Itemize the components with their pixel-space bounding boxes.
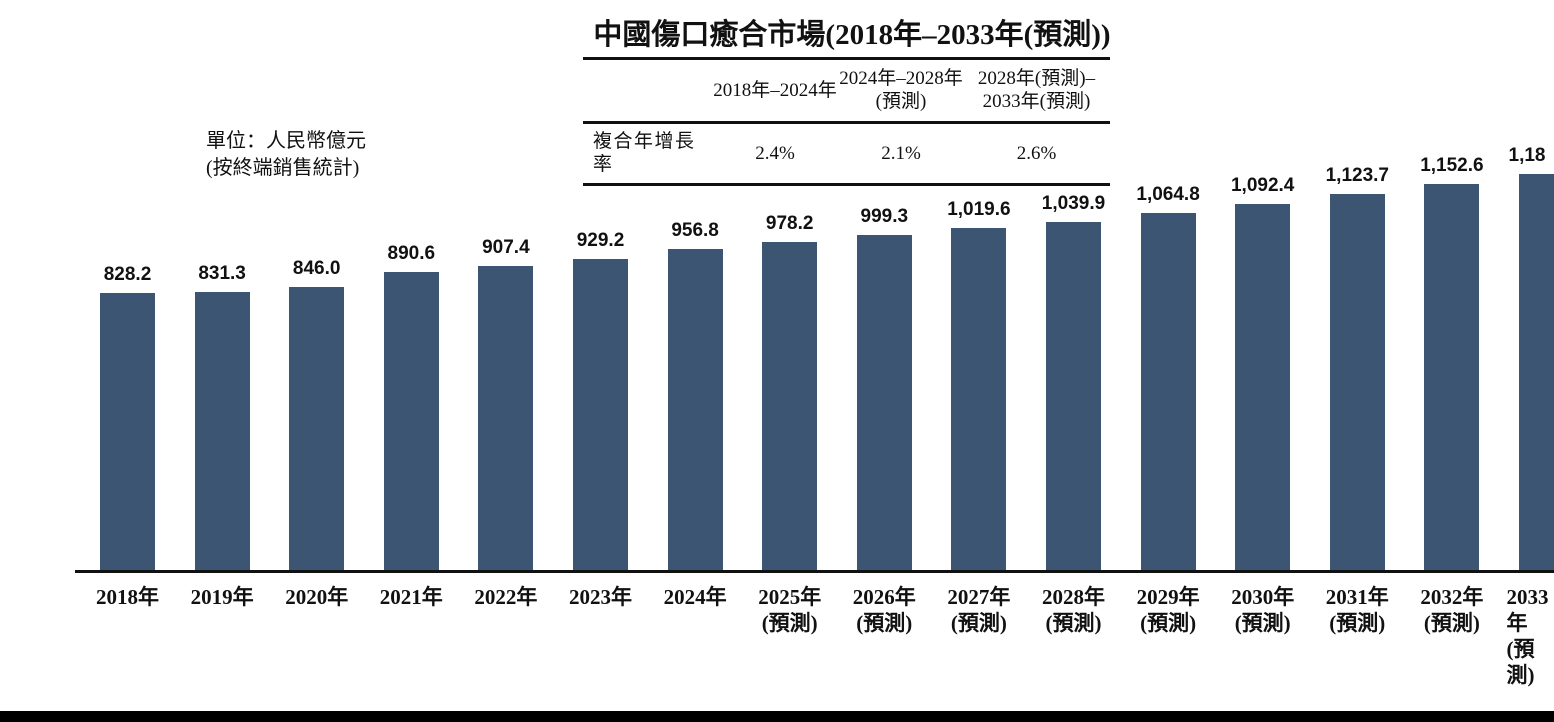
bar-value-label: 1,092.4 — [1230, 175, 1295, 196]
x-axis-label: 2023年 — [569, 585, 632, 609]
x-axis-label: 2028年 (預測) — [1042, 585, 1105, 635]
x-axis-label: 2029年 (預測) — [1136, 585, 1200, 635]
bar-value-label: 828.2 — [103, 264, 152, 285]
cagr-table: 2018年–2024年 2024年–2028年 (預測) 2028年(預測)– … — [583, 57, 1110, 186]
x-axis-label: 2033年 (預測) — [1506, 585, 1549, 687]
cagr-value-period-1: 2.4% — [755, 142, 795, 164]
x-axis-label: 2018年 — [96, 585, 159, 609]
bar-value-label: 1,019.6 — [947, 199, 1011, 220]
x-axis-line — [75, 570, 1554, 573]
cagr-table-data-row: 複合年增長率 2.4% 2.1% 2.6% — [583, 124, 1110, 183]
x-axis-label: 2020年 — [285, 585, 349, 609]
cagr-table-header-row: 2018年–2024年 2024年–2028年 (預測) 2028年(預測)– … — [583, 60, 1110, 124]
x-axis-label: 2031年 (預測) — [1325, 585, 1389, 635]
bar — [289, 287, 345, 570]
bar — [951, 228, 1007, 570]
bar — [762, 242, 818, 570]
x-axis-label: 2022年 — [474, 585, 538, 609]
bar — [856, 235, 912, 570]
unit-note: 單位：人民幣億元 (按終端銷售統計) — [206, 130, 366, 179]
bar-value-label: 846.0 — [292, 258, 341, 279]
page-bottom-band — [0, 711, 1554, 722]
bar — [100, 293, 155, 570]
cagr-value-period-2: 2.1% — [881, 142, 921, 164]
bar — [1235, 204, 1291, 570]
bar-value-label: 978.2 — [765, 213, 814, 234]
x-axis-label: 2032年 (預測) — [1420, 585, 1484, 635]
bar — [1424, 184, 1480, 570]
cagr-row-label: 複合年增長率 — [593, 131, 696, 175]
bar-value-label: 1,152.6 — [1420, 155, 1484, 176]
bar — [194, 292, 250, 570]
x-axis-label: 2025年 (預測) — [758, 585, 822, 635]
cagr-header-period-3: 2028年(預測)– 2033年(預測) — [977, 68, 1096, 112]
x-axis-label: 2027年 (預測) — [947, 585, 1011, 635]
bar — [1519, 174, 1554, 570]
bar-value-label: 999.3 — [860, 206, 909, 227]
bar — [573, 259, 628, 570]
bar-value-label: 1,123.7 — [1325, 165, 1389, 186]
bar-value-label: 831.3 — [198, 263, 246, 284]
x-axis-label: 2021年 — [379, 585, 443, 609]
bar — [1329, 194, 1385, 570]
bar-value-label: 956.8 — [671, 220, 719, 241]
bar-value-label: 907.4 — [482, 237, 530, 258]
cagr-value-period-3: 2.6% — [1016, 142, 1057, 164]
bar — [1140, 213, 1196, 570]
bar — [1046, 222, 1101, 570]
bar — [667, 249, 723, 570]
x-axis-label: 2026年 (預測) — [852, 585, 916, 635]
bar — [383, 272, 439, 570]
bar-value-label: 1,18 — [1508, 145, 1546, 166]
x-axis-label: 2019年 — [190, 585, 254, 609]
x-axis-label: 2024年 — [663, 585, 727, 609]
x-axis-label: 2030年 (預測) — [1231, 585, 1295, 635]
cagr-header-period-2: 2024年–2028年 (預測) — [839, 68, 963, 112]
chart-title: 中國傷口癒合市場(2018年–2033年(預測)) — [593, 19, 1111, 51]
bar-value-label: 890.6 — [387, 243, 436, 264]
bar — [478, 266, 534, 570]
bar-value-label: 1,039.9 — [1041, 193, 1106, 214]
cagr-header-period-1: 2018年–2024年 — [713, 79, 837, 101]
bar-value-label: 1,064.8 — [1136, 184, 1200, 205]
bar-value-label: 929.2 — [576, 230, 625, 251]
